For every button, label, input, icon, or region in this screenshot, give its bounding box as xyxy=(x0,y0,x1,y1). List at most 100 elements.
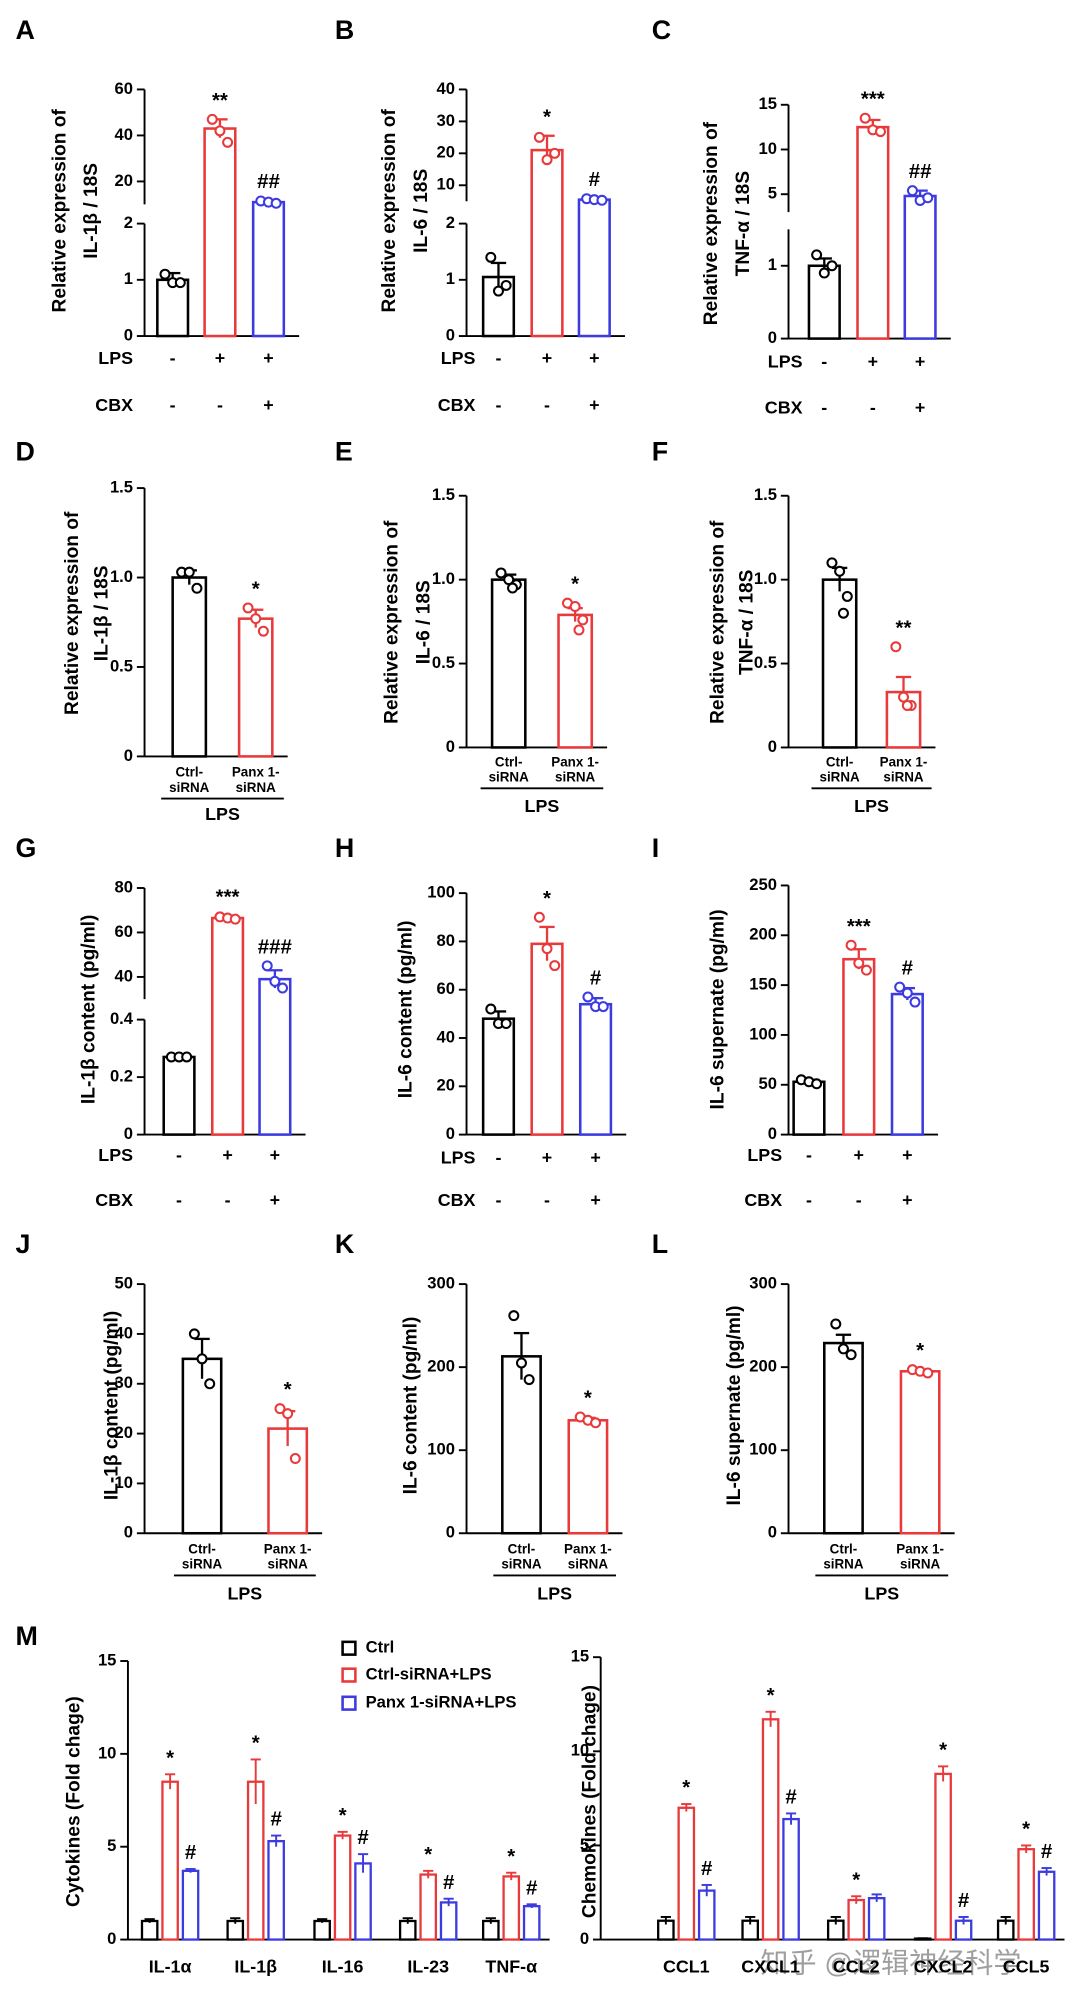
data-point xyxy=(837,1343,849,1355)
bar xyxy=(847,1898,866,1941)
x-tick-label: Panx 1- xyxy=(551,754,599,769)
y-tick-label: 15 xyxy=(759,94,777,113)
x-tick-label: siRNA xyxy=(501,1557,542,1572)
condition-level: - xyxy=(495,395,501,415)
condition-level: + xyxy=(915,352,925,372)
condition-level: - xyxy=(821,352,827,372)
significance: * xyxy=(252,577,260,600)
x-tick-label: CXCL2 xyxy=(914,1956,973,1976)
data-point xyxy=(270,197,282,209)
data-point xyxy=(826,260,838,272)
data-point xyxy=(577,614,589,626)
y-axis-label: Cytokines (Fold chage) xyxy=(63,1696,84,1907)
data-point xyxy=(282,1408,294,1420)
condition-level: + xyxy=(263,395,273,415)
condition-level: - xyxy=(495,1190,501,1210)
y-tick-label: 30 xyxy=(115,1373,133,1392)
panel-letter: I xyxy=(652,833,659,863)
condition-label: LPS xyxy=(441,348,476,368)
data-point xyxy=(597,1001,609,1013)
significance: # xyxy=(590,966,602,989)
bar xyxy=(578,1002,613,1136)
y-tick-label: 0 xyxy=(768,737,777,756)
y-axis-label: IL-6 / 18S xyxy=(413,580,434,664)
bar xyxy=(677,1806,696,1941)
significance: ### xyxy=(258,935,293,958)
data-point xyxy=(541,943,553,955)
panel-letter: B xyxy=(335,15,354,45)
y-tick-label: 1 xyxy=(124,269,133,288)
panel-letter: E xyxy=(335,437,353,467)
group-label: LPS xyxy=(227,1583,262,1603)
x-tick-label: Ctrl- xyxy=(175,765,203,780)
y-axis-label: Relative expression of xyxy=(701,121,722,325)
y-tick-label: 80 xyxy=(437,931,455,950)
significance: # xyxy=(185,1841,197,1864)
x-tick-label: siRNA xyxy=(820,770,861,785)
significance: * xyxy=(682,1776,690,1799)
data-point xyxy=(250,613,262,625)
significance: # xyxy=(589,168,601,191)
panel-letter: F xyxy=(652,437,668,467)
data-point xyxy=(222,136,234,148)
condition-level: - xyxy=(495,348,501,368)
data-point xyxy=(191,582,203,594)
significance: ## xyxy=(257,170,280,193)
significance: * xyxy=(166,1746,174,1769)
y-tick-label: 30 xyxy=(437,111,455,130)
data-point xyxy=(289,1453,301,1464)
bar xyxy=(267,1839,285,1941)
x-tick-label: Ctrl- xyxy=(830,1541,858,1556)
data-point xyxy=(515,1357,527,1369)
bar xyxy=(577,198,611,338)
condition-level: - xyxy=(806,1190,812,1210)
bar xyxy=(333,1834,352,1941)
x-tick-label: Panx 1- xyxy=(880,754,928,769)
panel-letter: K xyxy=(335,1229,355,1259)
x-tick-label: CCL2 xyxy=(833,1956,880,1976)
data-point xyxy=(811,1078,823,1090)
data-point xyxy=(261,960,273,972)
data-point xyxy=(845,1349,857,1361)
condition-level: + xyxy=(915,398,925,418)
data-point xyxy=(596,194,608,206)
data-point xyxy=(196,1353,208,1365)
y-tick-label: 0 xyxy=(580,1929,589,1948)
data-point xyxy=(181,1051,193,1063)
y-axis-label: IL-6 supernate (pg/ml) xyxy=(724,1305,745,1505)
bar xyxy=(419,1873,438,1941)
y-tick-label: 50 xyxy=(759,1074,777,1093)
bar xyxy=(156,278,190,338)
y-tick-label: 250 xyxy=(749,875,777,894)
data-point xyxy=(853,957,865,969)
group-label: LPS xyxy=(864,1583,899,1603)
x-tick-label: TNF-α xyxy=(485,1956,537,1976)
y-tick-label: 10 xyxy=(437,175,455,194)
y-tick-label: 0 xyxy=(446,325,455,344)
data-point xyxy=(922,192,934,204)
bar xyxy=(439,1901,458,1941)
y-tick-label: 50 xyxy=(115,1273,133,1292)
data-point xyxy=(569,601,581,612)
condition-level: + xyxy=(868,352,878,372)
y-tick-label: 200 xyxy=(427,1357,455,1376)
significance: * xyxy=(767,1684,775,1707)
data-point xyxy=(549,147,561,159)
data-point xyxy=(188,1328,200,1340)
condition-level: + xyxy=(590,1190,600,1210)
condition-level: - xyxy=(225,1190,231,1210)
x-tick-label: CCL1 xyxy=(663,1956,710,1976)
data-point xyxy=(277,982,289,994)
data-point xyxy=(906,185,918,197)
significance: # xyxy=(526,1876,538,1899)
data-point xyxy=(269,975,281,987)
condition-level: + xyxy=(902,1190,912,1210)
y-tick-label: 5 xyxy=(768,184,777,203)
bar xyxy=(823,1341,864,1535)
condition-label: CBX xyxy=(438,1190,476,1210)
x-tick-label: IL-1α xyxy=(149,1956,192,1976)
y-tick-label: 1.0 xyxy=(110,567,133,586)
bar xyxy=(210,916,245,1136)
y-tick-label: 0 xyxy=(124,1124,133,1143)
